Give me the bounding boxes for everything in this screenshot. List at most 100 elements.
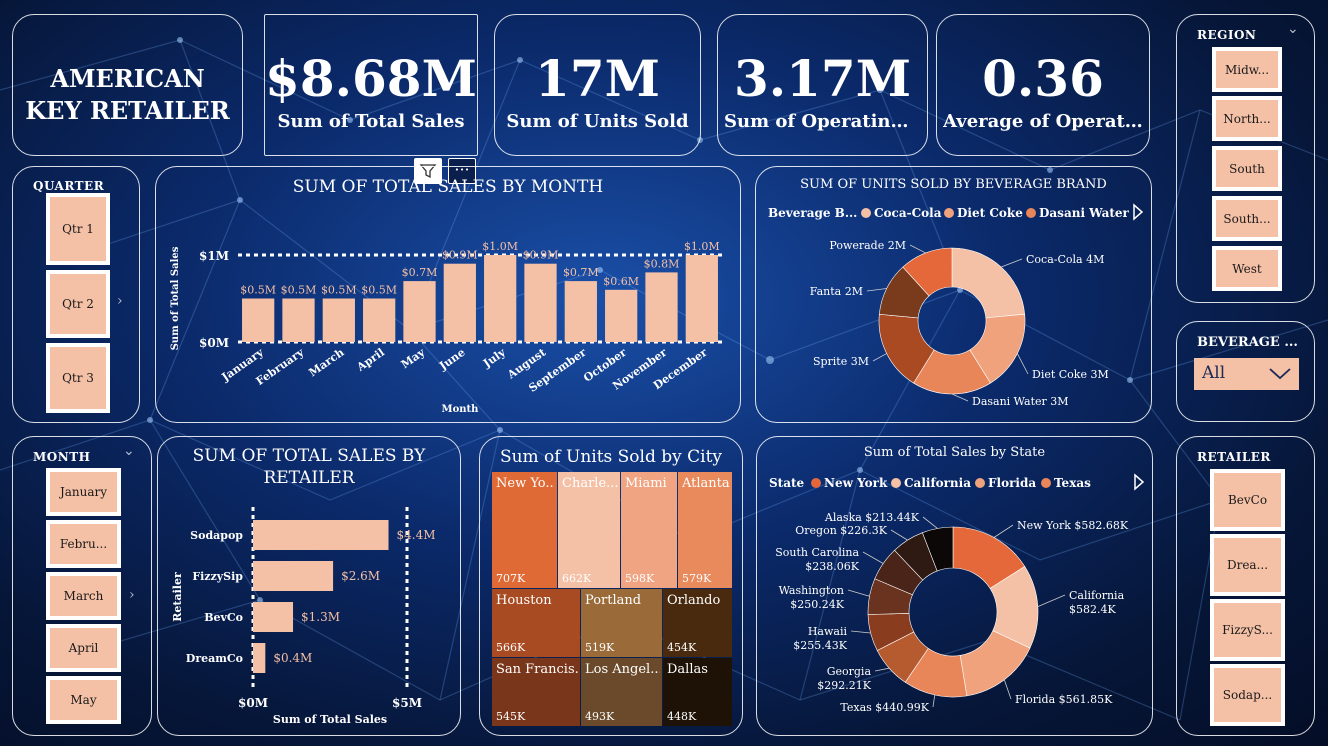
legend-item: California <box>904 476 971 490</box>
slice-label-name: Hawaii <box>808 625 848 638</box>
leader-line <box>951 393 969 402</box>
x-tick-label: $0M <box>238 696 268 710</box>
chart-title: Sum of Units Sold by City <box>499 447 723 467</box>
legend-next-icon <box>1134 473 1145 491</box>
treemap-cell-name: Miami <box>625 476 667 491</box>
slicer-item-southwest[interactable]: South... <box>1212 196 1282 241</box>
legend-item: Texas <box>1054 476 1091 490</box>
slicer-item-qtr-3[interactable]: Qtr 3 <box>46 343 110 413</box>
slice-label: Powerade 2M <box>829 239 906 252</box>
bar-bevco <box>253 602 294 632</box>
x-axis-title: Sum of Total Sales <box>273 713 387 726</box>
slicer-item-midwest[interactable]: Midw... <box>1212 47 1282 92</box>
bar-november <box>645 272 678 342</box>
treemap-cell-value: 493K <box>585 710 615 723</box>
treemap-cell-value: 579K <box>682 572 712 585</box>
chart-title: Sum of Total Sales by State <box>863 445 1046 460</box>
slicer-item-northeast[interactable]: North... <box>1212 96 1282 141</box>
slice-label: Alaska $213.44K <box>824 511 920 524</box>
slice-label-name: Georgia <box>827 665 872 678</box>
slice-label: Texas $440.99K <box>840 701 929 714</box>
chevron-right-icon[interactable]: › <box>129 587 135 603</box>
slicer-item-april[interactable]: April <box>46 624 121 672</box>
kpi-card-units-sold[interactable]: 17M Sum of Units Sold <box>494 14 701 156</box>
treemap-cell[interactable]: Portland 519K <box>581 589 662 657</box>
treemap-cell-value: 566K <box>496 641 526 654</box>
leader-line <box>922 516 938 529</box>
bar-december <box>685 255 718 342</box>
chevron-down-icon[interactable]: ⌄ <box>1287 21 1299 37</box>
slicer-item-south[interactable]: South <box>1212 146 1282 191</box>
legend-item: Florida <box>988 476 1036 490</box>
kpi-card-operating-profit[interactable]: 3.17M Sum of Operating ... <box>717 14 928 156</box>
treemap-cell[interactable]: San Francis... 545K <box>492 658 580 726</box>
bar-june <box>443 263 476 342</box>
legend-title: State <box>769 476 805 490</box>
chevron-down-icon[interactable]: ⌄ <box>123 443 135 459</box>
kpi-card-operating-margin[interactable]: 0.36 Average of Operati... <box>936 14 1150 156</box>
treemap-cell[interactable]: Miami 598K <box>621 472 677 588</box>
slice-label: Florida $561.85K <box>1015 693 1113 706</box>
bar-march <box>322 298 355 342</box>
slice-label: Georgia $292.21K <box>817 665 871 692</box>
treemap-cell[interactable]: Orlando 454K <box>663 589 732 657</box>
leader-line <box>909 244 926 254</box>
bar-sodapop <box>253 520 389 550</box>
treemap-cell[interactable]: Dallas 448K <box>663 658 732 726</box>
legend-next-icon <box>1133 203 1144 221</box>
data-label: $0.5M <box>240 284 276 297</box>
x-tick-label: $5M <box>392 696 422 710</box>
filter-icon[interactable] <box>414 158 442 184</box>
x-tick-label: June <box>436 346 467 373</box>
data-label: $0.8M <box>644 257 680 270</box>
slicer-item-dreamco[interactable]: Drea... <box>1210 534 1285 596</box>
slice-label: Washington $250.24K <box>779 584 845 611</box>
slicer-item-qtr-2[interactable]: Qtr 2 <box>46 270 110 338</box>
treemap-cell[interactable]: Houston 566K <box>492 589 580 657</box>
treemap-cell[interactable]: Atlanta 579K <box>678 472 732 588</box>
y-tick-label: $0M <box>199 336 229 350</box>
y-axis-title: Sum of Total Sales <box>170 246 181 350</box>
beverage-dropdown[interactable]: All <box>1194 358 1299 390</box>
treemap-cell-value: 545K <box>496 710 526 723</box>
legend-marker <box>1041 478 1051 488</box>
treemap-cell-value: 454K <box>667 641 697 654</box>
slicer-item-march[interactable]: March <box>46 572 121 620</box>
slicer-item-bevco[interactable]: BevCo <box>1210 469 1285 531</box>
sales-by-month-card: SUM OF TOTAL SALES BY MONTH $0M $1M Sum of… <box>155 166 741 423</box>
slice-label: Oregon $226.3K <box>795 524 888 537</box>
treemap-cell[interactable]: Charle... 662K <box>558 472 620 588</box>
x-axis-title: Month <box>442 404 480 415</box>
treemap-cell-name: Dallas <box>667 662 708 677</box>
treemap-cell-name: Atlanta <box>682 476 730 491</box>
slicer-item-west[interactable]: West <box>1212 246 1282 291</box>
more-options-icon[interactable]: ··· <box>448 158 476 184</box>
bar-fizzysip <box>253 561 334 591</box>
slicer-item-qtr-1[interactable]: Qtr 1 <box>46 193 110 265</box>
treemap-cell[interactable]: Los Angel... 493K <box>581 658 662 726</box>
title-card: AMERICAN KEY RETAILER <box>12 14 243 156</box>
slicer-item-may[interactable]: May <box>46 676 121 724</box>
data-label: $4.4M <box>397 528 436 542</box>
kpi-label: Sum of Total Sales <box>277 111 465 132</box>
legend-marker <box>861 208 871 218</box>
data-label: $0.5M <box>321 284 357 297</box>
chevron-right-icon[interactable]: › <box>117 293 123 309</box>
data-label: $0.6M <box>603 275 639 288</box>
slice-label: Hawaii $255.43K <box>793 625 847 652</box>
leader-line <box>850 630 871 634</box>
sales-by-state-chart: State New York California Florida Texas New Y… <box>769 473 1145 714</box>
treemap-cell[interactable]: New Yo... 707K <box>492 472 557 588</box>
y-tick-label: BevCo <box>204 611 243 624</box>
slicer-item-fizzysip[interactable]: FizzyS... <box>1210 599 1285 661</box>
kpi-label: Sum of Units Sold <box>506 111 689 132</box>
data-label: $1.0M <box>482 240 518 253</box>
state-slice <box>922 526 954 572</box>
slicer-item-january[interactable]: January <box>46 468 121 516</box>
slicer-item-sodapop[interactable]: Sodap... <box>1210 664 1285 726</box>
slicer-item-february[interactable]: Febru... <box>46 520 121 568</box>
kpi-card-total-sales[interactable]: $8.68M Sum of Total Sales <box>264 14 478 156</box>
chart-title: SUM OF UNITS SOLD BY BEVERAGE BRAND <box>800 177 1107 192</box>
slice-label: South Carolina $238.06K <box>775 546 860 573</box>
treemap-cell-name: Orlando <box>667 593 721 608</box>
